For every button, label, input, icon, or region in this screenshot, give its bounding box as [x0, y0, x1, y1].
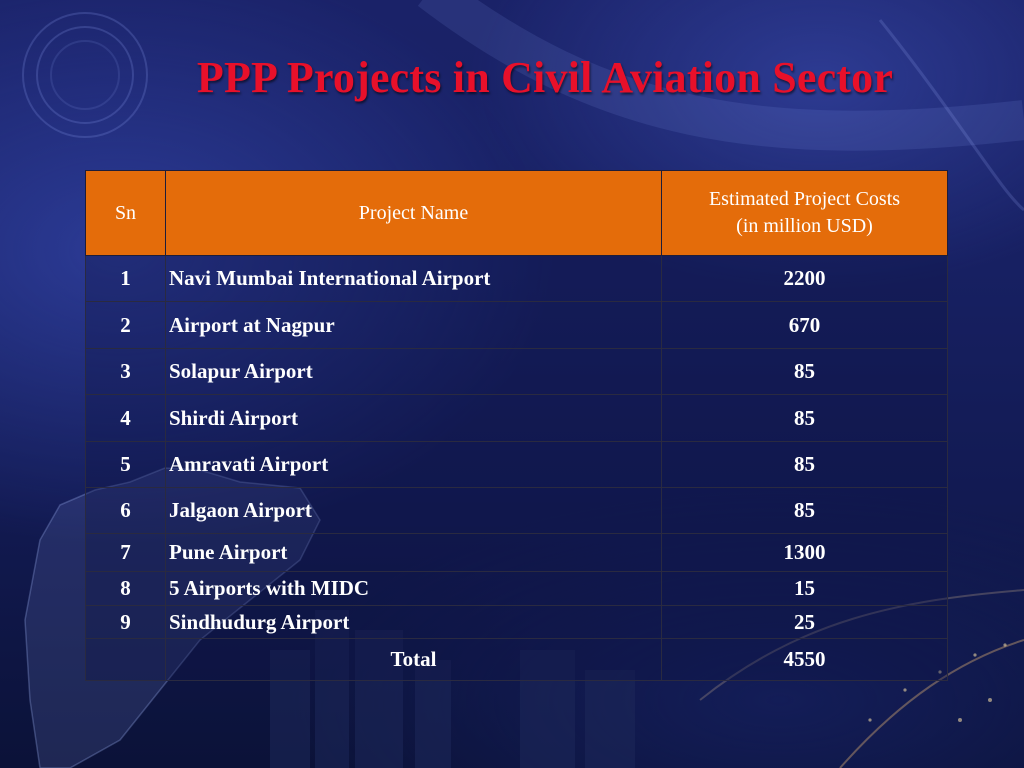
- cell-cost: 85: [661, 394, 948, 442]
- cell-sn: 3: [85, 348, 166, 395]
- table-row: 7 Pune Airport 1300: [85, 533, 948, 572]
- cell-total-cost: 4550: [661, 638, 948, 681]
- cell-project-name: Pune Airport: [165, 533, 662, 572]
- cell-cost: 1300: [661, 533, 948, 572]
- cell-sn: 5: [85, 441, 166, 488]
- cell-project-name: Amravati Airport: [165, 441, 662, 488]
- cell-project-name: Airport at Nagpur: [165, 301, 662, 349]
- cell-sn: 9: [85, 605, 166, 639]
- cell-sn: 8: [85, 571, 166, 606]
- cell-total-label: Total: [165, 638, 662, 681]
- header-estimated-cost: Estimated Project Costs (in million USD): [661, 170, 948, 256]
- cell-project-name: Shirdi Airport: [165, 394, 662, 442]
- cell-project-name: 5 Airports with MIDC: [165, 571, 662, 606]
- slide-title: PPP Projects in Civil Aviation Sector: [196, 53, 894, 102]
- cell-cost: 85: [661, 348, 948, 395]
- table-row: 3 Solapur Airport 85: [85, 348, 948, 395]
- cell-cost: 15: [661, 571, 948, 606]
- table-header-row: Sn Project Name Estimated Project Costs …: [85, 170, 948, 256]
- cell-project-name: Jalgaon Airport: [165, 487, 662, 534]
- cell-cost: 670: [661, 301, 948, 349]
- table-row: 2 Airport at Nagpur 670: [85, 301, 948, 349]
- cell-project-name: Navi Mumbai International Airport: [165, 255, 662, 302]
- table-row: 1 Navi Mumbai International Airport 2200: [85, 255, 948, 302]
- cell-sn: 6: [85, 487, 166, 534]
- cell-sn: 2: [85, 301, 166, 349]
- cell-cost: 85: [661, 487, 948, 534]
- cell-sn: 1: [85, 255, 166, 302]
- cell-project-name: Solapur Airport: [165, 348, 662, 395]
- table-row: 5 Amravati Airport 85: [85, 441, 948, 488]
- cell-cost: 85: [661, 441, 948, 488]
- header-project-name: Project Name: [165, 170, 662, 256]
- cell-sn: 7: [85, 533, 166, 572]
- table-row: 4 Shirdi Airport 85: [85, 394, 948, 442]
- cell-sn: [85, 638, 166, 681]
- cell-cost: 2200: [661, 255, 948, 302]
- cell-sn: 4: [85, 394, 166, 442]
- table-row: 8 5 Airports with MIDC 15: [85, 571, 948, 606]
- table-row: 9 Sindhudurg Airport 25: [85, 605, 948, 639]
- table-total-row: Total 4550: [85, 638, 948, 681]
- cell-cost: 25: [661, 605, 948, 639]
- header-sn: Sn: [85, 170, 166, 256]
- cell-project-name: Sindhudurg Airport: [165, 605, 662, 639]
- header-cost-line1: Estimated Project Costs: [708, 188, 901, 210]
- header-cost-line2: (in million USD): [736, 215, 873, 237]
- projects-table: Sn Project Name Estimated Project Costs …: [85, 170, 948, 681]
- table-row: 6 Jalgaon Airport 85: [85, 487, 948, 534]
